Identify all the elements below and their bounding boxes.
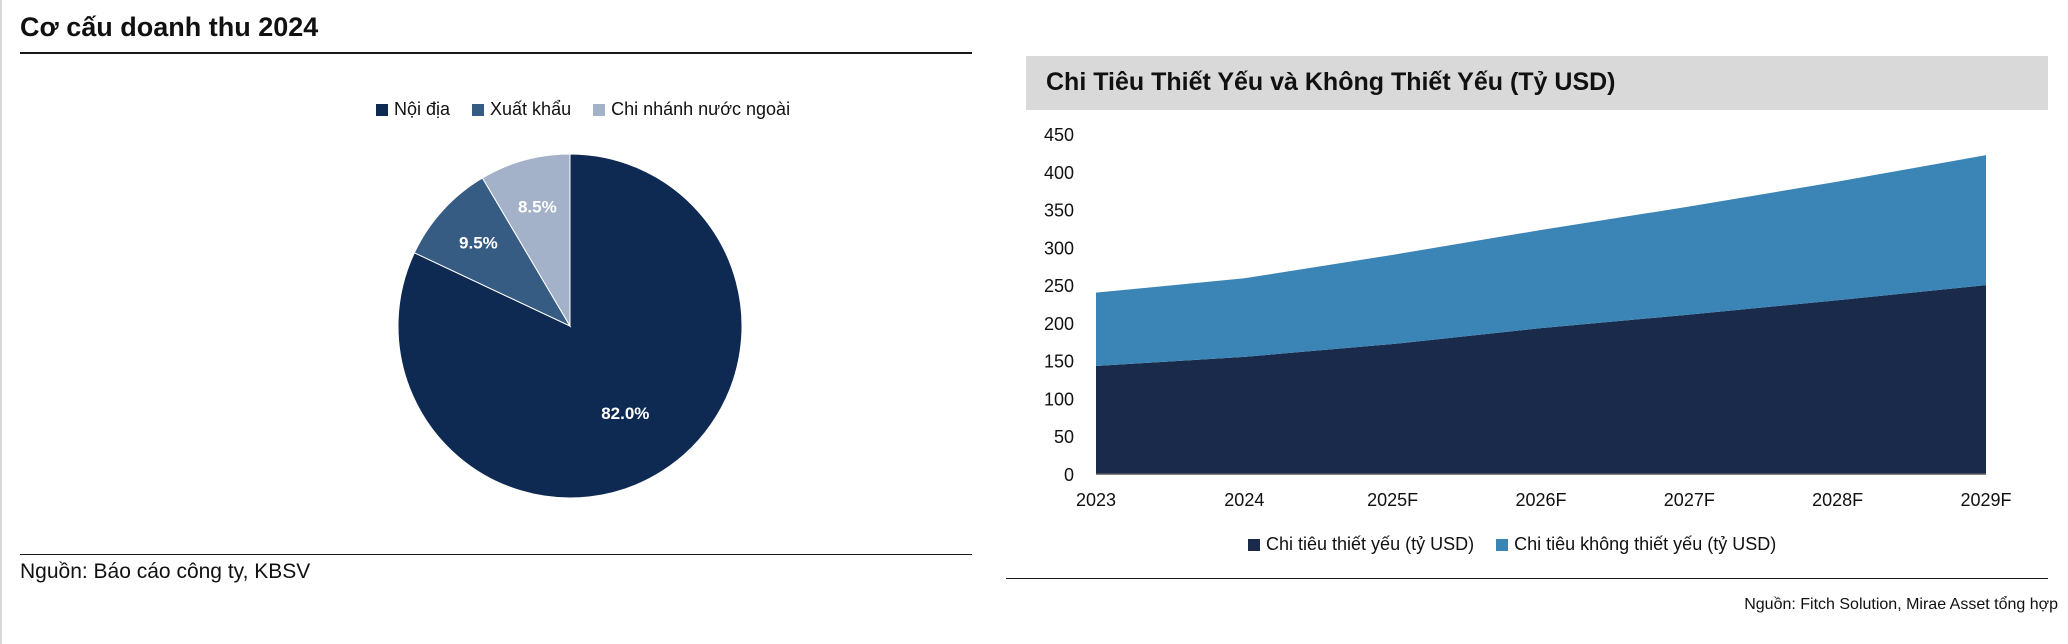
area-chart-title-box: Chi Tiêu Thiết Yếu và Không Thiết Yếu (T… bbox=[1026, 56, 2048, 110]
area-source-rule bbox=[1006, 578, 2048, 579]
pie-legend: Nội địa Xuất khẩu Chi nhánh nước ngoài bbox=[376, 99, 812, 120]
legend-item-xuat-khau: Xuất khẩu bbox=[472, 99, 571, 120]
area-series-chi-tieu-thiet-yeu-ty-usd bbox=[1096, 285, 1986, 474]
pie-slice-xuat-khau bbox=[413, 177, 572, 328]
legend-label: Nội địa bbox=[394, 99, 451, 119]
area-source-note: Nguồn: Fitch Solution, Mirae Asset tổng … bbox=[1744, 596, 2058, 613]
legend-swatch bbox=[1248, 538, 1260, 551]
y-tick-label: 200 bbox=[1044, 314, 1074, 334]
source-rule bbox=[20, 554, 972, 555]
legend-item-chi-nhanh-nuoc-ngoai: Chi nhánh nước ngoài bbox=[593, 99, 790, 120]
pie-label-xuat-khau: 9.5% bbox=[459, 234, 498, 253]
pie-slice-chi-nhanh-nuoc-ngoai bbox=[481, 153, 571, 328]
y-tick-label: 150 bbox=[1044, 352, 1074, 372]
pie-label-noi-dia: 82.0% bbox=[601, 404, 649, 423]
area-chart: 0 50 100 150 200 250 300 350 400 450 2023 2024 2025F… bbox=[1044, 125, 2012, 510]
y-tick-label: 350 bbox=[1044, 201, 1074, 221]
y-tick-label: 450 bbox=[1044, 125, 1074, 145]
title-rule bbox=[20, 52, 972, 54]
legend-label: Chi nhánh nước ngoài bbox=[611, 99, 791, 119]
x-tick-label: 2024 bbox=[1224, 490, 1264, 510]
page-left-border bbox=[0, 0, 2, 644]
area-chart-title: Chi Tiêu Thiết Yếu và Không Thiết Yếu (T… bbox=[1046, 68, 1616, 96]
x-tick-label: 2028F bbox=[1812, 490, 1863, 510]
legend-item-noi-dia: Nội địa bbox=[376, 99, 450, 120]
y-tick-label: 0 bbox=[1064, 465, 1074, 485]
legend-item-chi-tieu-khong-thiet-yeu-ty-usd: Chi tiêu không thiết yếu (tỷ USD) bbox=[1496, 534, 1776, 555]
y-tick-label: 100 bbox=[1044, 389, 1074, 409]
x-tick-label: 2027F bbox=[1664, 490, 1715, 510]
y-tick-label: 250 bbox=[1044, 276, 1074, 296]
y-tick-label: 400 bbox=[1044, 163, 1074, 183]
y-tick-label: 50 bbox=[1054, 427, 1074, 447]
x-tick-label: 2023 bbox=[1076, 490, 1116, 510]
legend-label: Chi tiêu thiết yếu (tỷ USD) bbox=[1266, 534, 1475, 554]
legend-label: Xuất khẩu bbox=[490, 99, 572, 119]
legend-swatch bbox=[376, 103, 388, 116]
x-tick-label: 2026F bbox=[1515, 490, 1566, 510]
legend-label: Chi tiêu không thiết yếu (tỷ USD) bbox=[1514, 534, 1777, 554]
x-tick-label: 2029F bbox=[1960, 490, 2011, 510]
x-tick-label: 2025F bbox=[1367, 490, 1418, 510]
area-series-chi-tieu-khong-thiet-yeu-ty-usd bbox=[1096, 155, 1986, 366]
legend-swatch bbox=[1496, 538, 1509, 551]
revenue-structure-panel: Cơ cấu doanh thu 2024 Nội địa Xuất khẩu Ch… bbox=[18, 0, 972, 644]
legend-swatch bbox=[472, 103, 485, 116]
y-tick-label: 300 bbox=[1044, 238, 1074, 258]
pie-chart-title: Cơ cấu doanh thu 2024 bbox=[20, 12, 319, 42]
pie-source-note: Nguồn: Báo cáo công ty, KBSV bbox=[20, 560, 311, 583]
area-legend: Chi tiêu thiết yếu (tỷ USD) Chi tiêu khôn… bbox=[1248, 534, 1798, 555]
spending-chart-panel: Chi Tiêu Thiết Yếu và Không Thiết Yếu (T… bbox=[1006, 0, 2068, 644]
legend-item-chi-tieu-thiet-yeu-ty-usd: Chi tiêu thiết yếu (tỷ USD) bbox=[1248, 534, 1474, 555]
legend-swatch bbox=[593, 103, 606, 116]
pie-chart: 82.0% 9.5% 8.5% bbox=[397, 153, 743, 499]
pie-label-chi-nhanh-nuoc-ngoai: 8.5% bbox=[518, 198, 557, 217]
